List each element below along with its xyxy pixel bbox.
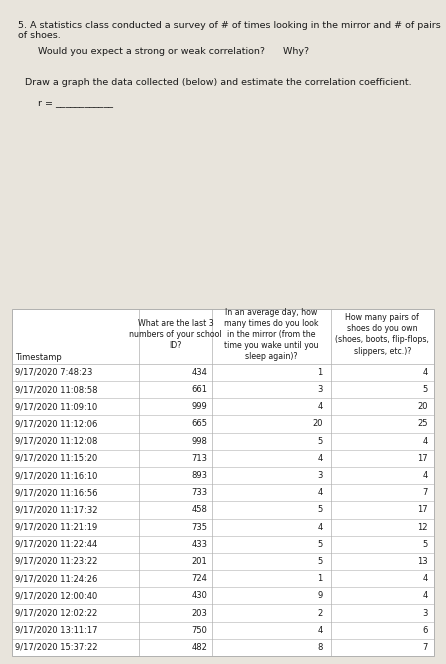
Text: 3: 3: [423, 608, 428, 618]
Text: 2: 2: [318, 608, 322, 618]
Text: 713: 713: [191, 454, 207, 463]
Text: 7: 7: [423, 643, 428, 652]
Text: 5: 5: [318, 557, 322, 566]
Text: 433: 433: [191, 540, 207, 548]
Text: 4: 4: [423, 592, 428, 600]
Text: 4: 4: [423, 471, 428, 480]
Text: 4: 4: [318, 454, 322, 463]
Text: 9/17/2020 11:12:08: 9/17/2020 11:12:08: [15, 437, 97, 446]
Text: 9/17/2020 13:11:17: 9/17/2020 13:11:17: [15, 625, 98, 635]
Text: 1: 1: [318, 368, 322, 377]
Text: 665: 665: [191, 420, 207, 428]
Text: 9/17/2020 12:00:40: 9/17/2020 12:00:40: [15, 592, 97, 600]
Text: What are the last 3
numbers of your school
ID?: What are the last 3 numbers of your scho…: [129, 319, 222, 350]
Text: 203: 203: [192, 608, 207, 618]
Text: 4: 4: [318, 625, 322, 635]
Text: 5. A statistics class conducted a survey of # of times looking in the mirror and: 5. A statistics class conducted a survey…: [18, 21, 441, 41]
Text: 9/17/2020 11:12:06: 9/17/2020 11:12:06: [15, 420, 97, 428]
Text: 7: 7: [423, 488, 428, 497]
Text: 724: 724: [192, 574, 207, 583]
Text: 5: 5: [318, 437, 322, 446]
Text: 20: 20: [312, 420, 322, 428]
Text: Would you expect a strong or weak correlation?      Why?: Would you expect a strong or weak correl…: [38, 47, 309, 56]
Text: 5: 5: [318, 540, 322, 548]
Text: 1: 1: [318, 574, 322, 583]
Text: 9/17/2020 15:37:22: 9/17/2020 15:37:22: [15, 643, 98, 652]
Bar: [12, 309, 434, 656]
Text: How many pairs of
shoes do you own
(shoes, boots, flip-flops,
slippers, etc.)?: How many pairs of shoes do you own (shoe…: [335, 313, 429, 355]
Text: 4: 4: [423, 368, 428, 377]
Text: 9/17/2020 11:09:10: 9/17/2020 11:09:10: [15, 402, 97, 411]
Text: 430: 430: [192, 592, 207, 600]
Text: 9/17/2020 7:48:23: 9/17/2020 7:48:23: [15, 368, 92, 377]
Text: In an average day, how
many times do you look
in the mirror (from the
time you w: In an average day, how many times do you…: [224, 307, 319, 361]
Text: 9/17/2020 12:02:22: 9/17/2020 12:02:22: [15, 608, 97, 618]
Text: 9/17/2020 11:16:10: 9/17/2020 11:16:10: [15, 471, 97, 480]
Text: 201: 201: [192, 557, 207, 566]
Text: 20: 20: [417, 402, 428, 411]
Text: 13: 13: [417, 557, 428, 566]
Text: 998: 998: [192, 437, 207, 446]
Text: 4: 4: [423, 437, 428, 446]
Text: 733: 733: [191, 488, 207, 497]
Text: 25: 25: [417, 420, 428, 428]
Text: 12: 12: [417, 523, 428, 532]
Text: 458: 458: [192, 505, 207, 515]
Text: 9/17/2020 11:22:44: 9/17/2020 11:22:44: [15, 540, 97, 548]
Text: 4: 4: [318, 488, 322, 497]
Text: 4: 4: [318, 523, 322, 532]
Text: 735: 735: [191, 523, 207, 532]
Text: 3: 3: [317, 471, 322, 480]
Text: 9: 9: [318, 592, 322, 600]
Text: 5: 5: [423, 385, 428, 394]
Text: 482: 482: [192, 643, 207, 652]
Text: 9/17/2020 11:17:32: 9/17/2020 11:17:32: [15, 505, 98, 515]
Text: 8: 8: [317, 643, 322, 652]
Text: 5: 5: [423, 540, 428, 548]
Text: 661: 661: [191, 385, 207, 394]
Text: 17: 17: [417, 454, 428, 463]
Text: 17: 17: [417, 505, 428, 515]
Text: 4: 4: [423, 574, 428, 583]
Text: 3: 3: [317, 385, 322, 394]
Text: 6: 6: [423, 625, 428, 635]
Text: Timestamp: Timestamp: [15, 353, 62, 362]
Text: Draw a graph the data collected (below) and estimate the correlation coefficient: Draw a graph the data collected (below) …: [25, 78, 412, 87]
Text: 9/17/2020 11:15:20: 9/17/2020 11:15:20: [15, 454, 97, 463]
Text: 4: 4: [318, 402, 322, 411]
Text: 9/17/2020 11:08:58: 9/17/2020 11:08:58: [15, 385, 98, 394]
Text: 434: 434: [192, 368, 207, 377]
Text: 999: 999: [192, 402, 207, 411]
Text: 750: 750: [192, 625, 207, 635]
Text: 9/17/2020 11:24:26: 9/17/2020 11:24:26: [15, 574, 97, 583]
Text: 9/17/2020 11:21:19: 9/17/2020 11:21:19: [15, 523, 97, 532]
Text: 9/17/2020 11:16:56: 9/17/2020 11:16:56: [15, 488, 98, 497]
Text: 893: 893: [191, 471, 207, 480]
Text: r = ____________: r = ____________: [38, 98, 113, 107]
Text: 5: 5: [318, 505, 322, 515]
Text: 9/17/2020 11:23:22: 9/17/2020 11:23:22: [15, 557, 97, 566]
